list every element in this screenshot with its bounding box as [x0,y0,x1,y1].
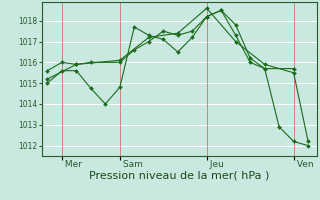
X-axis label: Pression niveau de la mer( hPa ): Pression niveau de la mer( hPa ) [89,171,269,181]
